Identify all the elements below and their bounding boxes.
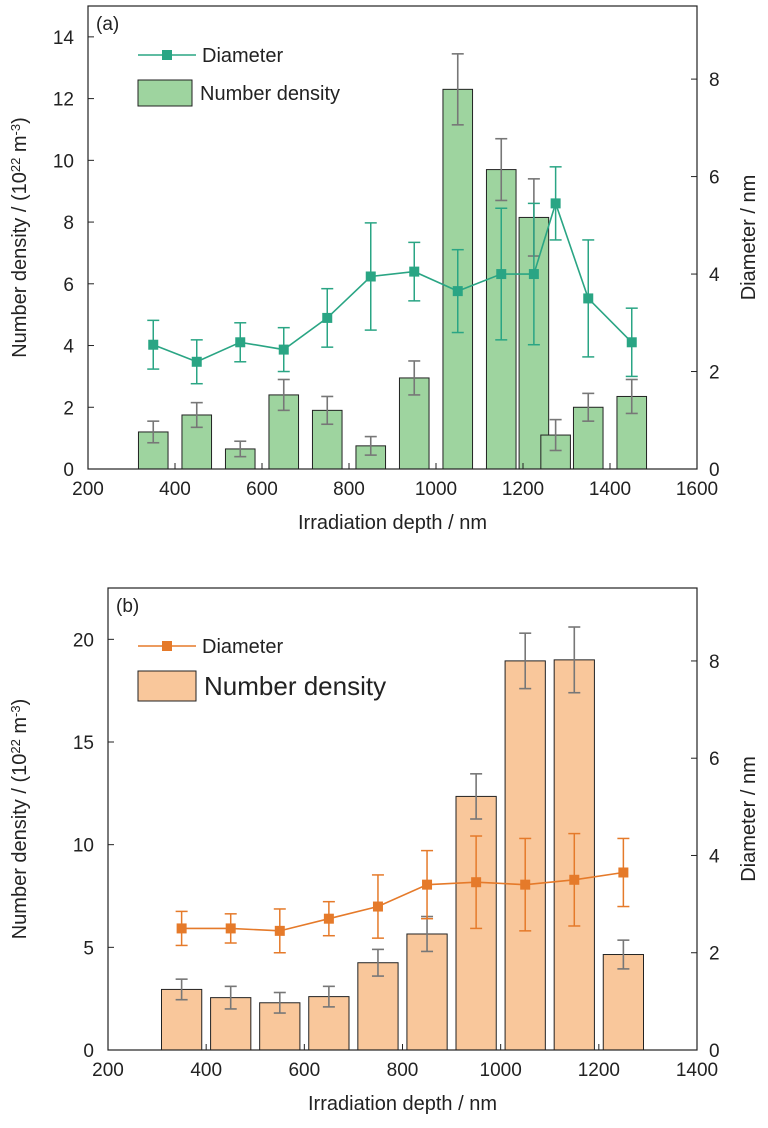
y-right-tick-label: 4 bbox=[709, 265, 720, 286]
x-tick-label: 600 bbox=[246, 479, 278, 500]
diameter-point bbox=[274, 925, 285, 936]
legend-diameter-label: Diameter bbox=[202, 45, 283, 67]
y-right-tick-label: 6 bbox=[709, 168, 720, 189]
diameter-line bbox=[181, 871, 624, 932]
y-right-axis-label: Diameter / nm bbox=[738, 756, 760, 882]
y-left-axis-label: Number density / (1022 m-3) bbox=[8, 117, 31, 358]
y-right-tick-label: 8 bbox=[709, 652, 720, 673]
plot-frame bbox=[87, 5, 698, 470]
x-tick-label: 800 bbox=[387, 1060, 419, 1081]
y-left-tick-label: 0 bbox=[63, 460, 74, 481]
diameter-point bbox=[422, 879, 433, 890]
diameter-point bbox=[618, 867, 629, 878]
density-bar bbox=[357, 962, 399, 1051]
legend: Diameter Number density bbox=[137, 45, 340, 107]
diameter-point bbox=[176, 923, 187, 934]
y-right-tick-label: 8 bbox=[709, 70, 720, 91]
y-left-tick-label: 14 bbox=[53, 28, 75, 49]
legend-density-label: Number density bbox=[204, 671, 386, 701]
y-left-tick-label: 12 bbox=[53, 90, 74, 111]
x-tick-label: 400 bbox=[159, 479, 191, 500]
legend-diameter-marker bbox=[162, 50, 172, 60]
diameter-point bbox=[520, 879, 531, 890]
legend: Diameter Number density bbox=[137, 636, 386, 702]
y-left-tick-label: 4 bbox=[63, 337, 74, 358]
diameter-point bbox=[409, 266, 420, 277]
y-left-tick-label: 8 bbox=[63, 213, 74, 234]
diameter-point bbox=[496, 269, 507, 280]
y-right-tick-label: 0 bbox=[709, 1041, 720, 1062]
diameter-point bbox=[471, 877, 482, 888]
x-tick-label: 1000 bbox=[480, 1060, 522, 1081]
diameter-point bbox=[235, 337, 246, 348]
legend-diameter-label: Diameter bbox=[202, 636, 283, 658]
diameter-point bbox=[528, 269, 539, 280]
diameter-point bbox=[322, 312, 333, 323]
diameter-point bbox=[323, 913, 334, 924]
diameter-line bbox=[152, 200, 633, 363]
density-bar bbox=[406, 933, 448, 1051]
diameter-point bbox=[225, 923, 236, 934]
x-tick-label: 200 bbox=[72, 479, 104, 500]
legend-diameter-marker bbox=[162, 641, 172, 651]
legend-density-label: Number density bbox=[200, 83, 340, 105]
y-left-tick-label: 6 bbox=[63, 275, 74, 296]
y-right-tick-label: 4 bbox=[709, 846, 720, 867]
legend-density-swatch bbox=[137, 670, 197, 702]
y-left-tick-label: 10 bbox=[53, 151, 74, 172]
legend-density-swatch bbox=[137, 79, 193, 107]
y-left-tick-label: 2 bbox=[63, 398, 74, 419]
density-bar bbox=[210, 997, 252, 1051]
x-tick-label: 1000 bbox=[415, 479, 457, 500]
diameter-point bbox=[372, 901, 383, 912]
diameter-point bbox=[278, 344, 289, 355]
x-tick-label: 600 bbox=[288, 1060, 320, 1081]
x-tick-label: 400 bbox=[190, 1060, 222, 1081]
density-bar bbox=[259, 1002, 301, 1051]
panel-a: 200 400 600 800 1000 1200 1400 1600024681012140… bbox=[8, 5, 760, 534]
diameter-point bbox=[569, 874, 580, 885]
y-right-tick-label: 0 bbox=[709, 460, 720, 481]
panel-b: 200 400 600 800 1000 1200 14000510152002468Irr… bbox=[8, 587, 760, 1115]
y-left-tick-label: 5 bbox=[83, 938, 94, 959]
y-left-axis-label: Number density / (1022 m-3) bbox=[8, 699, 31, 940]
y-right-tick-label: 2 bbox=[709, 363, 720, 384]
x-tick-label: 200 bbox=[92, 1060, 124, 1081]
x-axis-label: Irradiation depth / nm bbox=[308, 1093, 497, 1115]
diameter-point bbox=[191, 356, 202, 367]
panel-label: (b) bbox=[116, 596, 139, 617]
x-tick-label: 1400 bbox=[676, 1060, 718, 1081]
y-left-tick-label: 15 bbox=[73, 733, 94, 754]
y-left-tick-label: 20 bbox=[73, 630, 94, 651]
y-right-tick-label: 6 bbox=[709, 749, 720, 770]
diameter-point bbox=[365, 271, 376, 282]
diameter-point bbox=[148, 339, 159, 350]
x-tick-label: 1400 bbox=[589, 479, 631, 500]
y-left-tick-label: 0 bbox=[83, 1041, 94, 1062]
diameter-point bbox=[626, 337, 637, 348]
x-axis-label: Irradiation depth / nm bbox=[298, 512, 487, 534]
diameter-point bbox=[550, 198, 561, 209]
y-right-tick-label: 2 bbox=[709, 944, 720, 965]
x-tick-label: 800 bbox=[333, 479, 365, 500]
x-tick-label: 1600 bbox=[676, 479, 718, 500]
x-tick-label: 1200 bbox=[502, 479, 544, 500]
panel-label: (a) bbox=[96, 14, 119, 35]
y-right-axis-label: Diameter / nm bbox=[738, 175, 760, 301]
y-left-tick-label: 10 bbox=[73, 836, 94, 857]
diameter-point bbox=[452, 286, 463, 297]
diameter-point bbox=[583, 293, 594, 304]
x-tick-label: 1200 bbox=[578, 1060, 620, 1081]
